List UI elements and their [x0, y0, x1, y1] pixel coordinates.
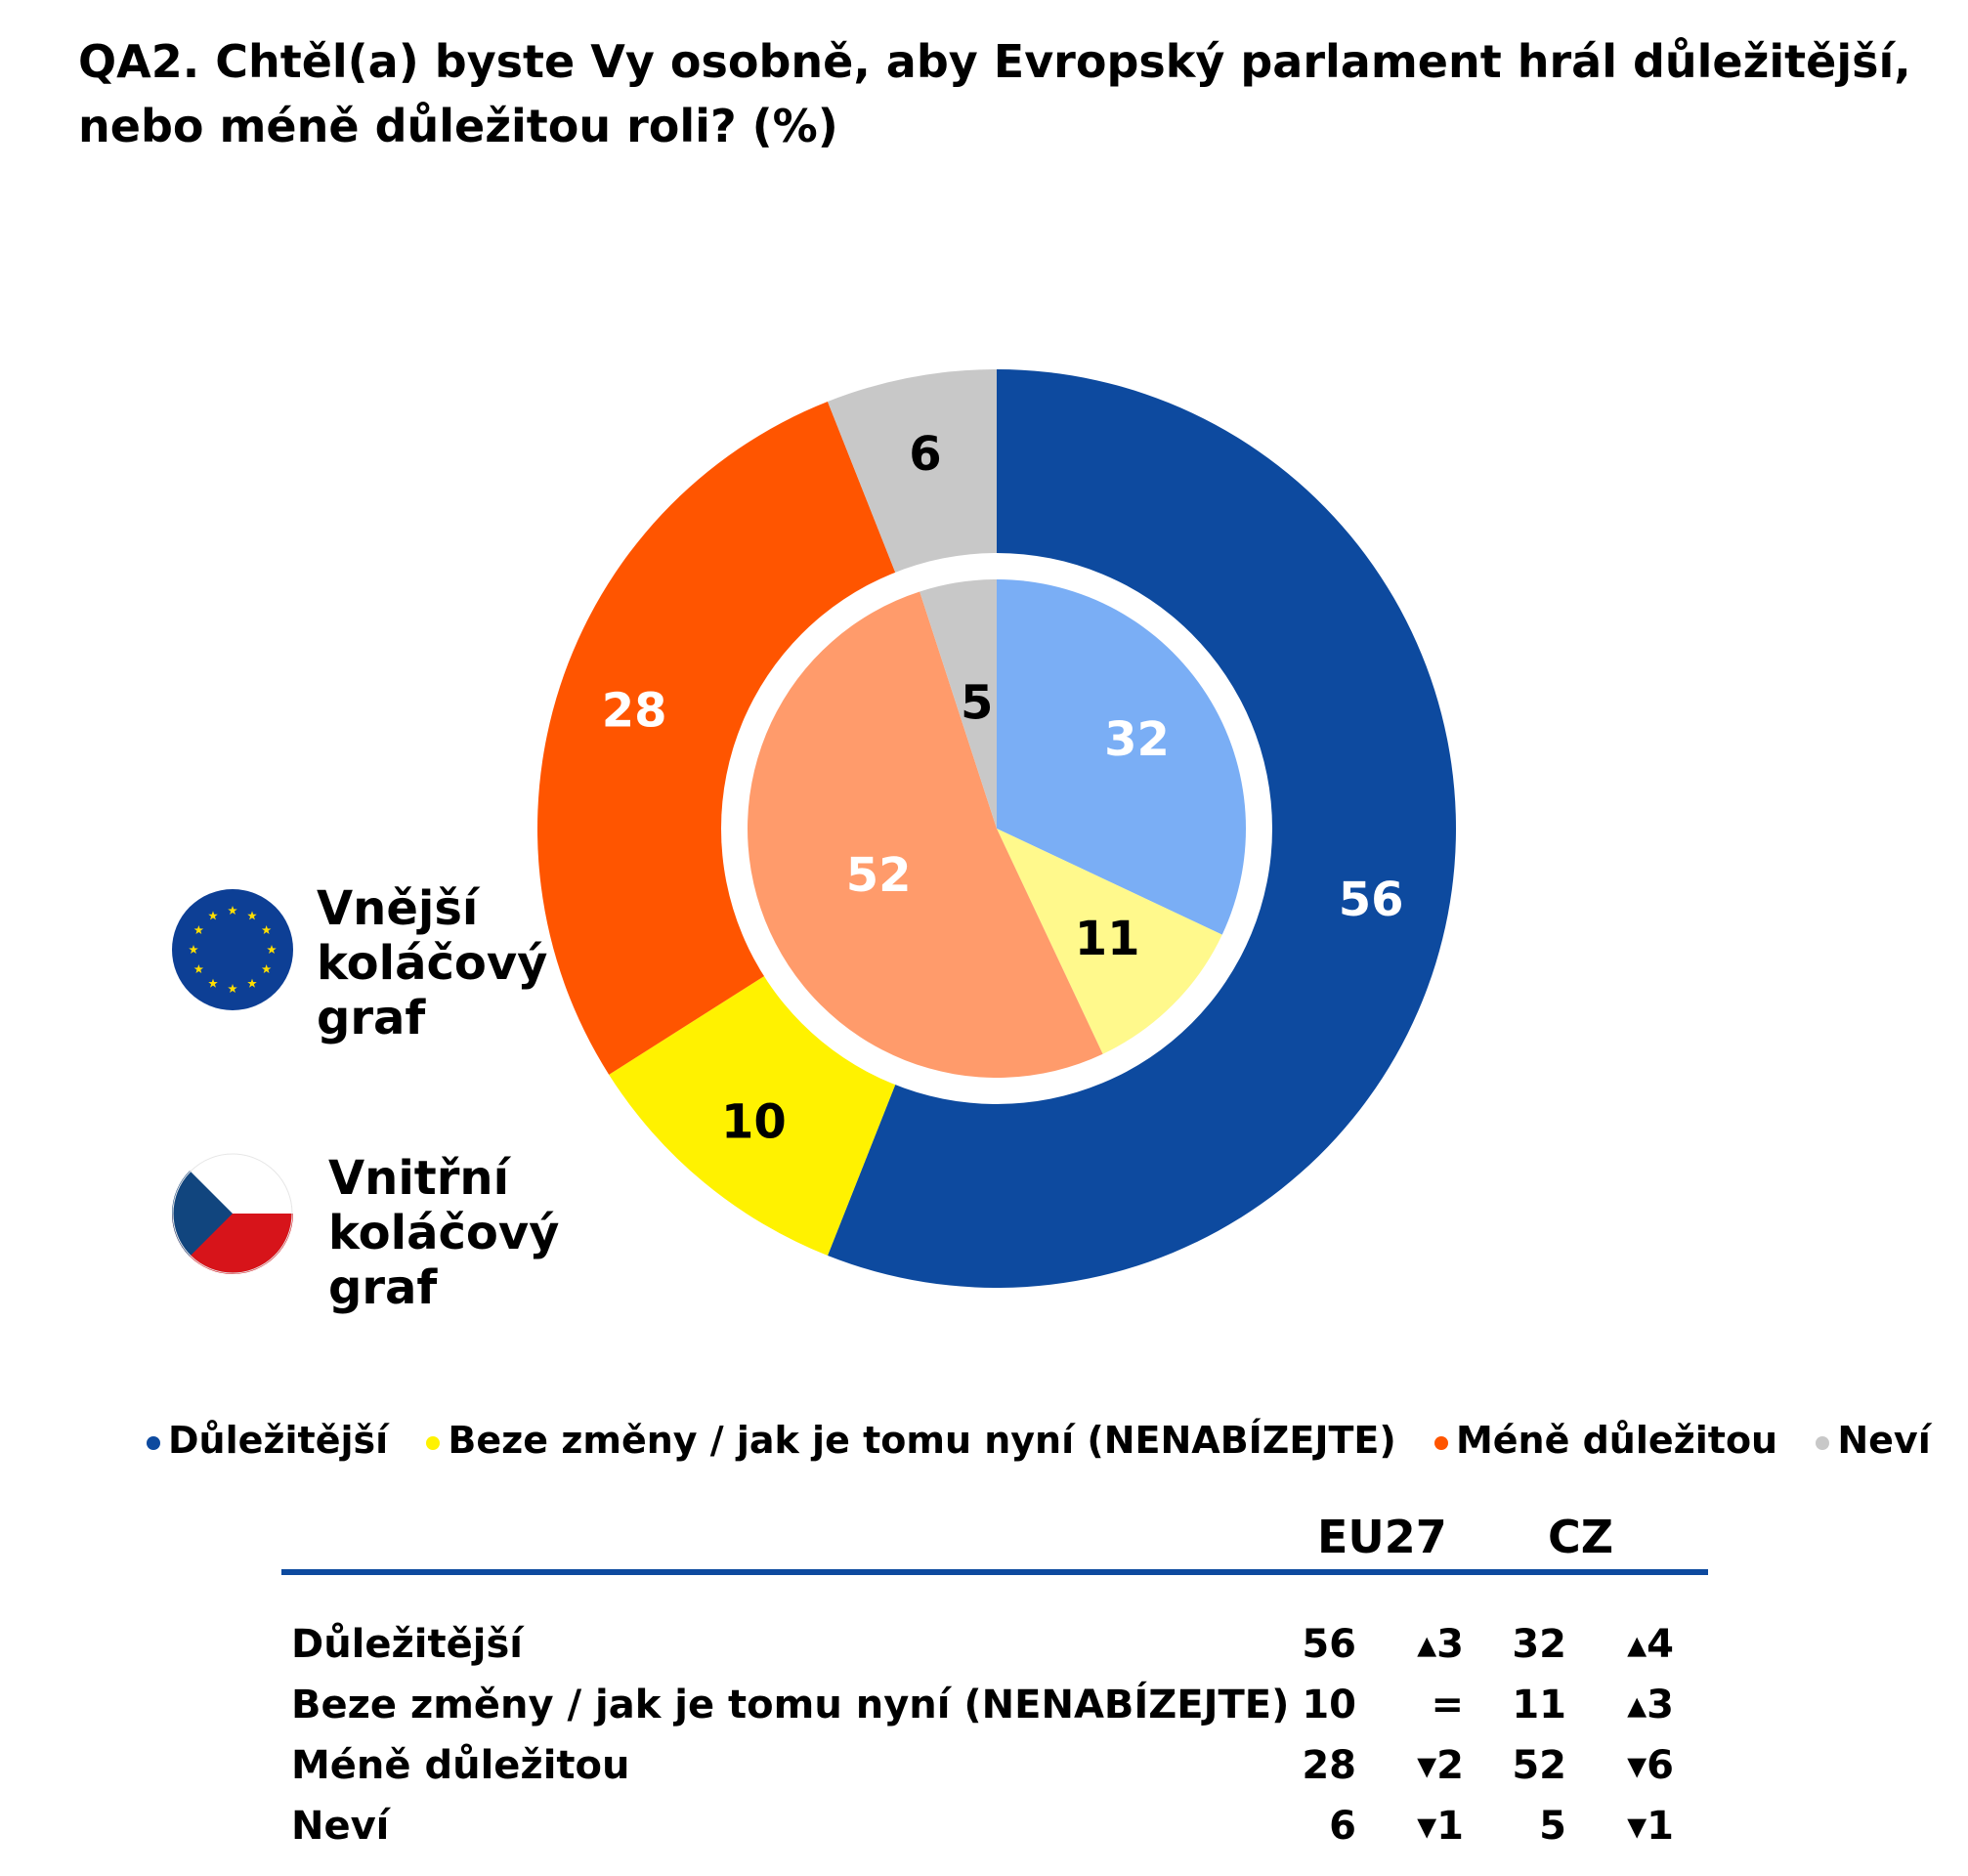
row-label: Neví [291, 1804, 390, 1849]
eu-star [228, 906, 237, 916]
inner-key-line-1: Vnitřní [328, 1151, 510, 1206]
chart-legend: Důležitější Beze změny / jak je tomu nyn… [147, 1419, 1931, 1462]
donut-chart: 56 10 28 6 32 11 52 5 [536, 369, 1456, 1288]
outer-key-line-2: koláčový [317, 936, 548, 991]
chart-title: QA2. Chtěl(a) byste Vy osobně, aby Evrop… [78, 29, 1915, 158]
legend-label: Neví [1837, 1419, 1931, 1462]
eu-star [208, 911, 218, 920]
legend-label: Důležitější [168, 1419, 389, 1462]
legend-label: Beze změny / jak je tomu nyní (NENABÍZEJ… [448, 1419, 1396, 1462]
table-header: EU27 CZ [281, 1501, 1708, 1569]
row-eu-change: ▾1 [1417, 1804, 1464, 1849]
row-cz-value: 52 [1512, 1743, 1566, 1788]
row-label: Méně důležitou [291, 1743, 630, 1788]
row-eu-change: ▴3 [1417, 1622, 1464, 1667]
inner-slice-label-0: 32 [1104, 712, 1170, 767]
row-cz-value: 11 [1512, 1683, 1566, 1727]
inner-slice-0 [997, 579, 1246, 935]
inner-key-line-2: koláčový [328, 1206, 560, 1260]
eu-star [261, 964, 272, 974]
inner-pie-key-label: Vnitřní koláčový graf [328, 1151, 559, 1315]
eu-star [189, 945, 198, 955]
row-cz-change: ▾6 [1627, 1743, 1674, 1788]
table-row: Neví 6 ▾1 5 ▾1 [281, 1798, 1708, 1858]
legend-item-nevi: Neví [1816, 1419, 1931, 1462]
results-table: EU27 CZ Důležitější 56 ▴3 32 ▴4 Beze změ… [281, 1501, 1708, 1858]
inner-slice-1 [997, 829, 1222, 1054]
outer-slice-label-0: 56 [1339, 873, 1404, 927]
row-eu-value: 56 [1302, 1622, 1356, 1667]
row-cz-value: 5 [1539, 1804, 1566, 1849]
row-eu-change: ▾2 [1417, 1743, 1464, 1788]
czech-flag-icon [172, 1153, 293, 1274]
legend-dot [1816, 1435, 1830, 1450]
legend-dot [147, 1435, 160, 1450]
outer-slice-label-1: 10 [721, 1095, 787, 1150]
outer-pie-key-label: Vnější koláčový graf [317, 881, 547, 1045]
title-line-1: QA2. Chtěl(a) byste Vy osobně, aby Evrop… [78, 35, 1911, 88]
row-eu-value: 28 [1302, 1743, 1356, 1788]
outer-slice-label-2: 28 [602, 683, 667, 738]
legend-item-mene-dulezitou: Méně důležitou [1433, 1419, 1778, 1462]
legend-dot [426, 1435, 441, 1450]
row-cz-value: 32 [1512, 1622, 1566, 1667]
eu-star [247, 978, 257, 988]
header-cz: CZ [1548, 1511, 1614, 1563]
table-row: Méně důležitou 28 ▾2 52 ▾6 [281, 1737, 1708, 1798]
row-label: Beze změny / jak je tomu nyní (NENABÍZEJ… [291, 1683, 1290, 1727]
row-cz-change: ▾1 [1627, 1804, 1674, 1849]
outer-key-line-3: graf [317, 991, 426, 1045]
eu-star [247, 911, 257, 920]
table-row: Beze změny / jak je tomu nyní (NENABÍZEJ… [281, 1677, 1708, 1737]
inner-slice-label-1: 11 [1075, 912, 1140, 966]
legend-label: Méně důležitou [1455, 1419, 1778, 1462]
eu-star [261, 925, 272, 935]
row-label: Důležitější [291, 1622, 523, 1667]
eu-star [267, 945, 277, 955]
table-row: Důležitější 56 ▴3 32 ▴4 [281, 1616, 1708, 1677]
eu-star [193, 925, 204, 935]
inner-slice-2 [748, 591, 1103, 1078]
eu-star [208, 978, 218, 988]
legend-item-beze-zmeny: Beze změny / jak je tomu nyní (NENABÍZEJ… [426, 1419, 1396, 1462]
title-line-2: nebo méně důležitou roli? (%) [78, 100, 838, 152]
table-header-rule [281, 1569, 1708, 1575]
eu-star [193, 964, 204, 974]
outer-key-line-1: Vnější [317, 881, 479, 936]
eu-star [228, 984, 237, 994]
row-cz-change: ▴3 [1627, 1683, 1674, 1727]
eu-flag-icon [172, 889, 293, 1010]
outer-slice-label-3: 6 [909, 427, 941, 482]
row-eu-value: 10 [1302, 1683, 1356, 1727]
table-body: Důležitější 56 ▴3 32 ▴4 Beze změny / jak… [281, 1616, 1708, 1858]
inner-slice-label-2: 52 [846, 848, 912, 903]
inner-slice-label-3: 5 [961, 676, 993, 731]
row-eu-value: 6 [1329, 1804, 1356, 1849]
legend-item-dulezitejsi: Důležitější [147, 1419, 388, 1462]
row-cz-change: ▴4 [1627, 1622, 1674, 1667]
inner-key-line-3: graf [328, 1260, 438, 1315]
inner-slice-3 [920, 579, 997, 829]
row-eu-change: = [1431, 1683, 1464, 1727]
header-eu27: EU27 [1317, 1511, 1447, 1563]
legend-dot [1433, 1435, 1448, 1450]
